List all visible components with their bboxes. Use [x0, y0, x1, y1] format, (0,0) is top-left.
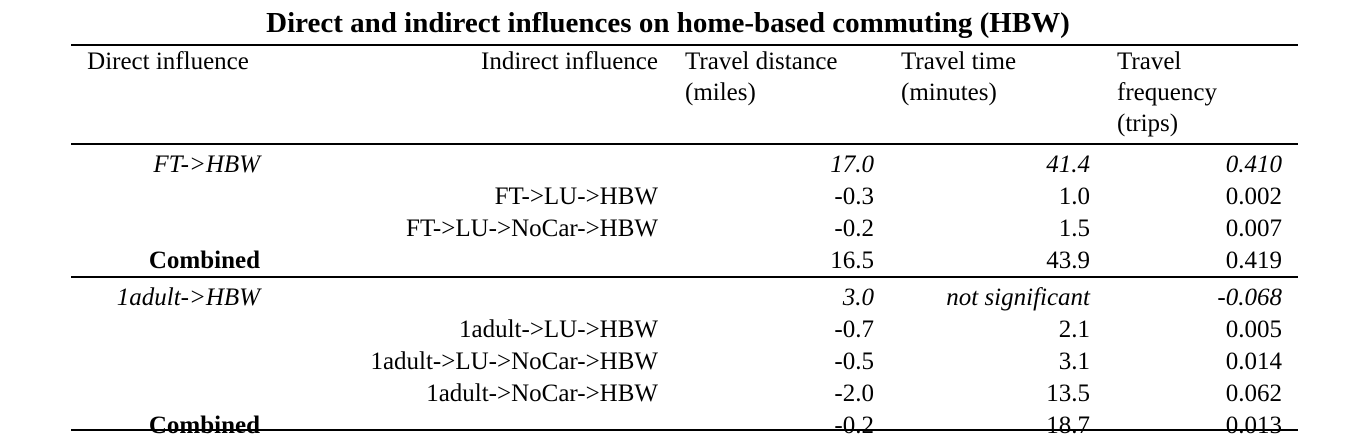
table-header: Direct influence Indirect influence Trav…	[71, 45, 1298, 144]
travel-frequency-cell: 0.419	[1225, 246, 1282, 274]
indirect-influence-cell	[265, 409, 672, 441]
header-row: Direct influence Indirect influence Trav…	[71, 45, 1298, 144]
header-travel-time: Travel time (minutes)	[888, 45, 1104, 144]
travel-distance-cell: -0.3	[834, 182, 874, 210]
travel-time-cell: 41.4	[1046, 150, 1090, 178]
travel-distance-cell: 16.5	[830, 246, 874, 274]
travel-frequency-cell: -0.068	[1217, 283, 1282, 311]
travel-time-cell: 3.1	[1058, 347, 1090, 375]
indirect-influence-cell: FT->LU->HBW	[494, 182, 658, 210]
table-row: Combined -0.2 18.7 0.013	[71, 409, 1298, 441]
indirect-influence-cell: 1adult->NoCar->HBW	[426, 379, 658, 407]
direct-influence-cell	[71, 212, 265, 244]
direct-influence-cell	[71, 345, 265, 377]
travel-distance-cell: -0.2	[834, 214, 874, 242]
travel-time-cell: 13.5	[1046, 379, 1090, 407]
header-travel-distance: Travel distance (miles)	[672, 45, 888, 144]
indirect-influence-cell: FT->LU->NoCar->HBW	[406, 214, 658, 242]
table-row: 1adult->LU->NoCar->HBW -0.5 3.1 0.014	[71, 345, 1298, 377]
header-direct-influence: Direct influence	[87, 48, 249, 75]
travel-time-cell: 2.1	[1058, 315, 1090, 343]
header-travel-time-line1: Travel time	[901, 48, 1017, 75]
travel-distance-cell: -0.5	[834, 347, 874, 375]
travel-distance-cell: -2.0	[834, 379, 874, 407]
travel-frequency-cell: 0.410	[1225, 150, 1282, 178]
table-block: 1adult->HBW 3.0 not significant -0.068 1adul…	[71, 277, 1298, 441]
direct-influence-cell: Combined	[148, 411, 260, 439]
table-row: 1adult->LU->HBW -0.7 2.1 0.005	[71, 313, 1298, 345]
travel-distance-cell: -0.2	[834, 411, 874, 439]
travel-frequency-cell: 0.007	[1225, 214, 1282, 242]
travel-time-cell: 43.9	[1046, 246, 1090, 274]
travel-time-cell: 18.7	[1046, 411, 1090, 439]
header-travel-frequency-line3: (trips)	[1117, 110, 1179, 137]
header-travel-time-line2: (minutes)	[901, 79, 997, 106]
table-row: 1adult->HBW 3.0 not significant -0.068	[71, 277, 1298, 313]
travel-frequency-cell: 0.013	[1225, 411, 1282, 439]
travel-distance-cell: 3.0	[842, 283, 874, 311]
table-row: 1adult->NoCar->HBW -2.0 13.5 0.062	[71, 377, 1298, 409]
direct-influence-cell: Combined	[148, 246, 260, 274]
indirect-influence-cell	[265, 277, 672, 313]
header-travel-frequency: Travel frequency (trips)	[1104, 45, 1298, 144]
table-row: FT->HBW 17.0 41.4 0.410	[71, 144, 1298, 180]
travel-frequency-cell: 0.062	[1225, 379, 1282, 407]
table-row: Combined 16.5 43.9 0.419	[71, 244, 1298, 277]
travel-frequency-cell: 0.014	[1225, 347, 1282, 375]
direct-influence-cell	[71, 377, 265, 409]
indirect-influence-cell	[265, 144, 672, 180]
header-travel-distance-line2: (miles)	[685, 79, 756, 106]
indirect-influence-cell: 1adult->LU->NoCar->HBW	[370, 347, 658, 375]
bottom-rule	[71, 429, 1298, 431]
direct-influence-cell	[71, 180, 265, 212]
table-row: FT->LU->NoCar->HBW -0.2 1.5 0.007	[71, 212, 1298, 244]
travel-time-cell: not significant	[946, 283, 1090, 311]
indirect-influence-cell	[265, 244, 672, 277]
travel-frequency-cell: 0.005	[1225, 315, 1282, 343]
table-title: Direct and indirect influences on home-b…	[266, 7, 1070, 39]
travel-frequency-cell: 0.002	[1225, 182, 1282, 210]
travel-time-cell: 1.5	[1058, 214, 1090, 242]
header-indirect-influence: Indirect influence	[481, 48, 658, 75]
influence-table: Direct influence Indirect influence Trav…	[71, 44, 1298, 441]
travel-time-cell: 1.0	[1058, 182, 1090, 210]
travel-distance-cell: 17.0	[830, 150, 874, 178]
header-travel-distance-line1: Travel distance	[685, 48, 838, 75]
header-travel-frequency-line1: Travel	[1117, 48, 1182, 75]
indirect-influence-cell: 1adult->LU->HBW	[459, 315, 658, 343]
travel-distance-cell: -0.7	[834, 315, 874, 343]
table-block: FT->HBW 17.0 41.4 0.410 FT->LU->HBW -0.3 1.0 0.…	[71, 144, 1298, 277]
direct-influence-cell: 1adult->HBW	[116, 283, 260, 311]
table-row: FT->LU->HBW -0.3 1.0 0.002	[71, 180, 1298, 212]
direct-influence-cell: FT->HBW	[153, 150, 260, 178]
direct-influence-cell	[71, 313, 265, 345]
header-travel-frequency-line2: frequency	[1117, 79, 1217, 106]
